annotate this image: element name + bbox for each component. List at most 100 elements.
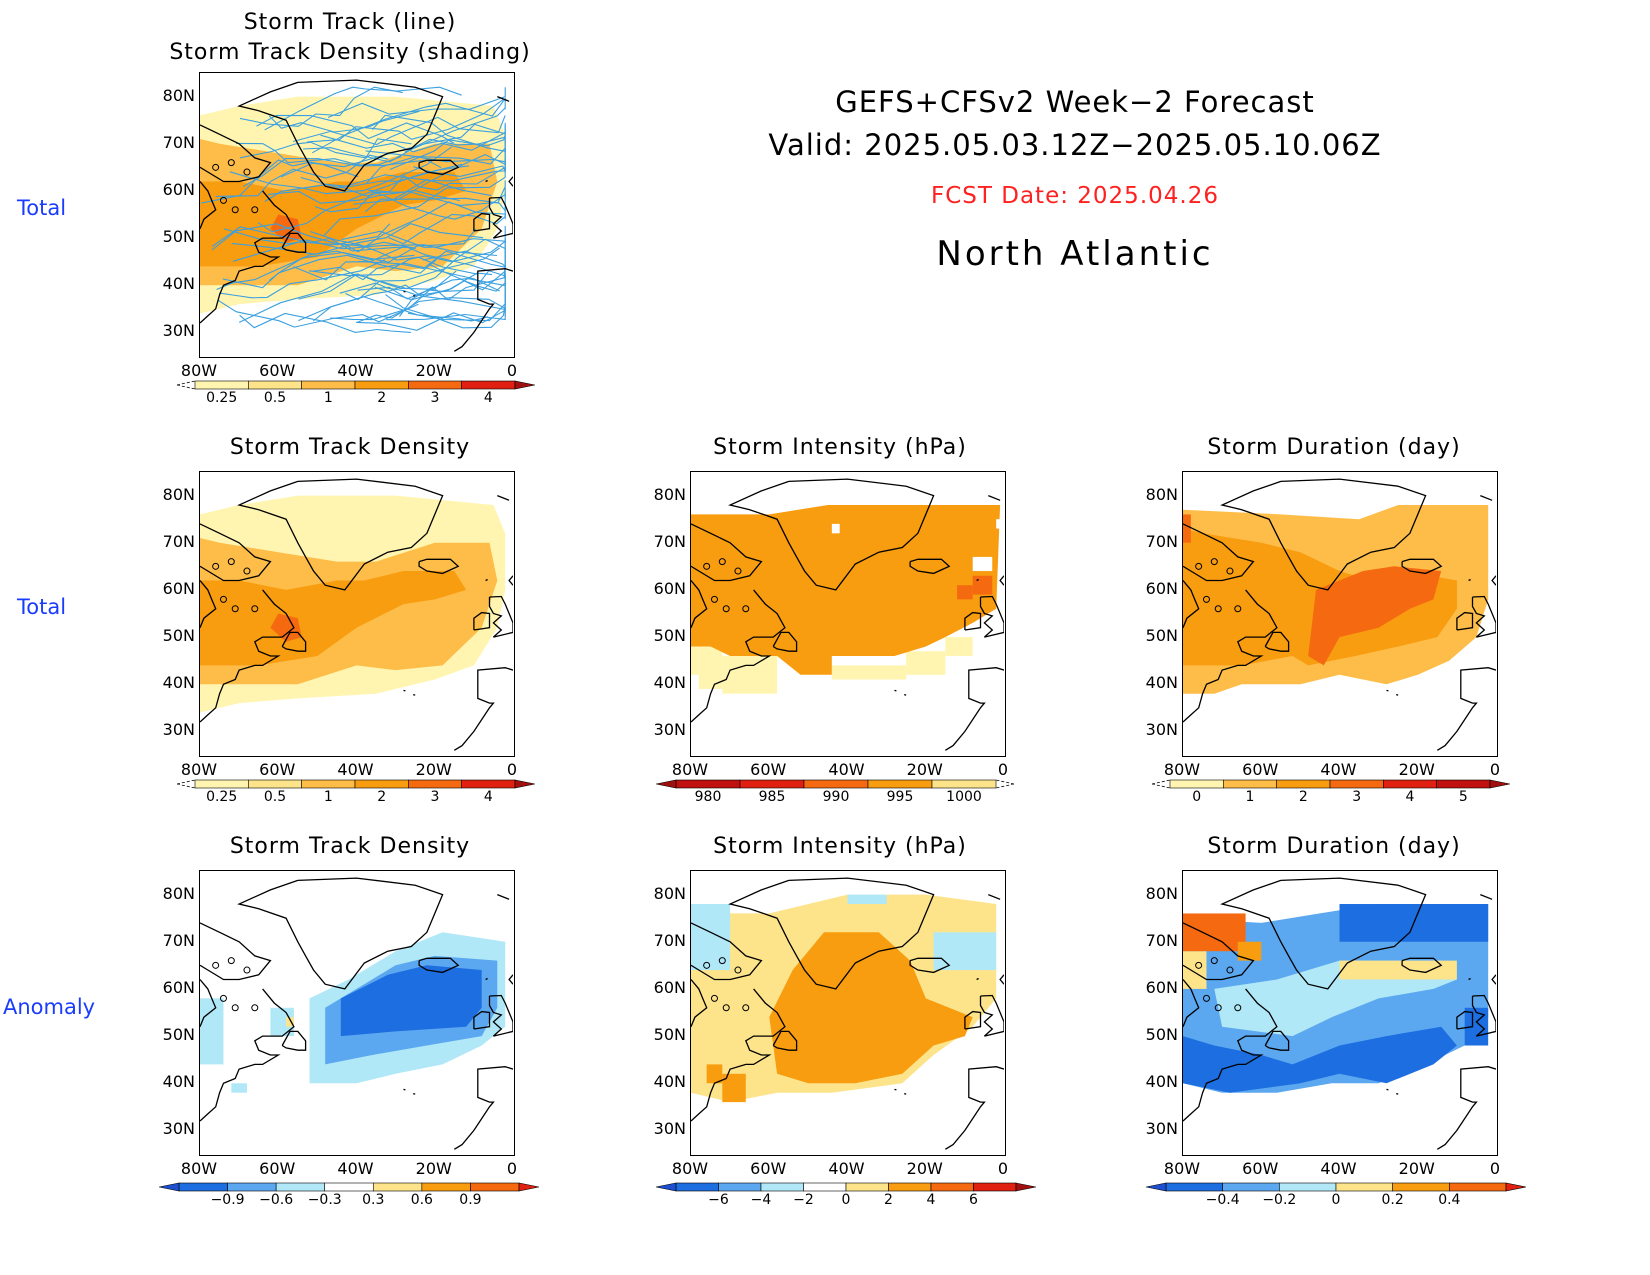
lat-tick-label: 50N — [1145, 1025, 1178, 1045]
colorbar-swatch — [470, 1182, 520, 1192]
lon-tick-label: 0 — [997, 760, 1009, 779]
lat-tick-label: 40N — [653, 1072, 686, 1092]
colorbar-left-arrow — [655, 779, 677, 789]
lat-tick-label: 30N — [1145, 720, 1178, 740]
lon-tick-label: 80W — [1163, 760, 1201, 779]
lon-tick-label: 40W — [828, 1159, 865, 1178]
colorbar-swatch — [1279, 1182, 1337, 1192]
colorbar-swatch — [1165, 1182, 1223, 1192]
colorbar-right-arrow — [514, 779, 536, 789]
colorbar-swatch — [408, 380, 462, 390]
colorbar-duration_anom — [1145, 1180, 1527, 1200]
colorbar-label: 3 — [430, 390, 440, 406]
colorbar-left-dash — [176, 779, 196, 789]
colorbar-swatch — [301, 779, 356, 789]
colorbar-swatch — [718, 1182, 762, 1192]
colorbar-label: −4 — [750, 1192, 772, 1208]
intensity-shade-995 — [691, 505, 1001, 675]
anom-duration-pos-0.4 — [1183, 913, 1246, 952]
lon-tick-label: 80W — [671, 1159, 709, 1178]
panel-title-track-shading: Storm Track Density (shading) — [169, 40, 531, 65]
panel-title-intensity-total: Storm Intensity (hPa) — [713, 435, 967, 460]
colorbar-label: 4 — [483, 789, 493, 805]
colorbar-intensity_anom — [655, 1180, 1037, 1200]
colorbar-label: −0.4 — [1205, 1192, 1240, 1208]
colorbar-swatch — [194, 380, 249, 390]
colorbar-label: 3 — [1352, 789, 1362, 805]
colorbar-swatch — [194, 779, 249, 789]
colorbar-left-arrow — [158, 1182, 180, 1192]
lon-tick-label: 20W — [1398, 760, 1435, 779]
colorbar-density_total — [175, 378, 536, 398]
colorbar-label: 0.25 — [206, 390, 238, 406]
colorbar-density_anom — [158, 1180, 540, 1200]
panel-title-track-line: Storm Track (line) — [243, 10, 457, 35]
colorbar-swatch — [248, 380, 302, 390]
colorbar-label: 1 — [1245, 789, 1255, 805]
lon-tick-label: 0 — [506, 361, 518, 380]
colorbar-swatch — [803, 1182, 847, 1192]
colorbar-swatch — [973, 1182, 1017, 1192]
colorbar-swatch — [675, 779, 741, 789]
duration-shade-3 — [1308, 566, 1442, 666]
lat-tick-label: 80N — [162, 883, 195, 903]
lat-tick-label: 40N — [162, 673, 195, 693]
colorbar-swatch — [421, 1182, 471, 1192]
lon-tick-label: 0 — [997, 1159, 1009, 1178]
colorbar-label: 0 — [841, 1192, 851, 1208]
colorbar-right-arrow — [514, 380, 536, 390]
colorbar-label: 2 — [377, 789, 387, 805]
lat-tick-label: 60N — [162, 977, 195, 997]
colorbar-label: 0.4 — [1438, 1192, 1461, 1208]
colorbar-swatch — [354, 779, 409, 789]
forecast-date: FCST Date: 2025.04.26 — [931, 183, 1219, 209]
lat-tick-label: 80N — [162, 484, 195, 504]
lat-tick-label: 30N — [653, 720, 686, 740]
colorbar-label: 5 — [1458, 789, 1468, 805]
colorbar-swatch — [178, 1182, 228, 1192]
colorbar-label: 995 — [886, 789, 914, 805]
region-name: North Atlantic — [936, 234, 1214, 274]
density-shade-2 — [270, 613, 302, 642]
lat-tick-label: 30N — [162, 720, 195, 740]
colorbar-swatch — [1392, 1182, 1450, 1192]
intensity-cell-990 — [957, 585, 973, 600]
lat-tick-label: 70N — [1145, 531, 1178, 551]
lat-tick-label: 40N — [162, 274, 195, 294]
lat-tick-label: 50N — [653, 626, 686, 646]
lon-tick-label: 40W — [337, 1159, 374, 1178]
colorbar-label: −0.9 — [210, 1192, 245, 1208]
colorbar-swatch — [227, 1182, 277, 1192]
colorbar-label: 0.6 — [410, 1192, 433, 1208]
colorbar-label: −0.6 — [259, 1192, 294, 1208]
intensity-cell-1000 — [831, 665, 907, 680]
colorbar-right-arrow — [1489, 779, 1511, 789]
colorbar-swatch — [1223, 779, 1277, 789]
colorbar-label: 990 — [822, 789, 850, 805]
intensity-cell-1000 — [945, 637, 973, 656]
panel-title-duration-anomaly: Storm Duration (day) — [1207, 834, 1461, 859]
lat-tick-label: 70N — [162, 930, 195, 950]
colorbar-label: 1 — [323, 789, 333, 805]
map-panel-intensity-total — [690, 471, 1006, 757]
colorbar-label: 0 — [1192, 789, 1202, 805]
colorbar-right-dash — [995, 779, 1015, 789]
colorbar-label: 980 — [694, 789, 722, 805]
colorbar-duration_total — [1150, 777, 1511, 797]
anom-intensity-pos-4 — [706, 1064, 723, 1084]
anom-density-neg-0.3 — [231, 1083, 247, 1093]
lat-tick-label: 80N — [1145, 883, 1178, 903]
intensity-cell-blank — [996, 519, 1001, 529]
colorbar-density_total — [175, 777, 536, 797]
lat-tick-label: 80N — [162, 85, 195, 105]
colorbar-swatch — [888, 1182, 932, 1192]
lat-tick-label: 30N — [1145, 1119, 1178, 1139]
intensity-cell-1000 — [906, 651, 946, 675]
colorbar-swatch — [675, 1182, 719, 1192]
valid-range: Valid: 2025.05.03.12Z−2025.05.10.06Z — [768, 128, 1382, 162]
colorbar-label: 4 — [483, 390, 493, 406]
colorbar-label: 0 — [1331, 1192, 1341, 1208]
lon-tick-label: 40W — [1320, 1159, 1357, 1178]
lat-tick-label: 50N — [162, 1025, 195, 1045]
intensity-cell-1000 — [722, 655, 778, 694]
